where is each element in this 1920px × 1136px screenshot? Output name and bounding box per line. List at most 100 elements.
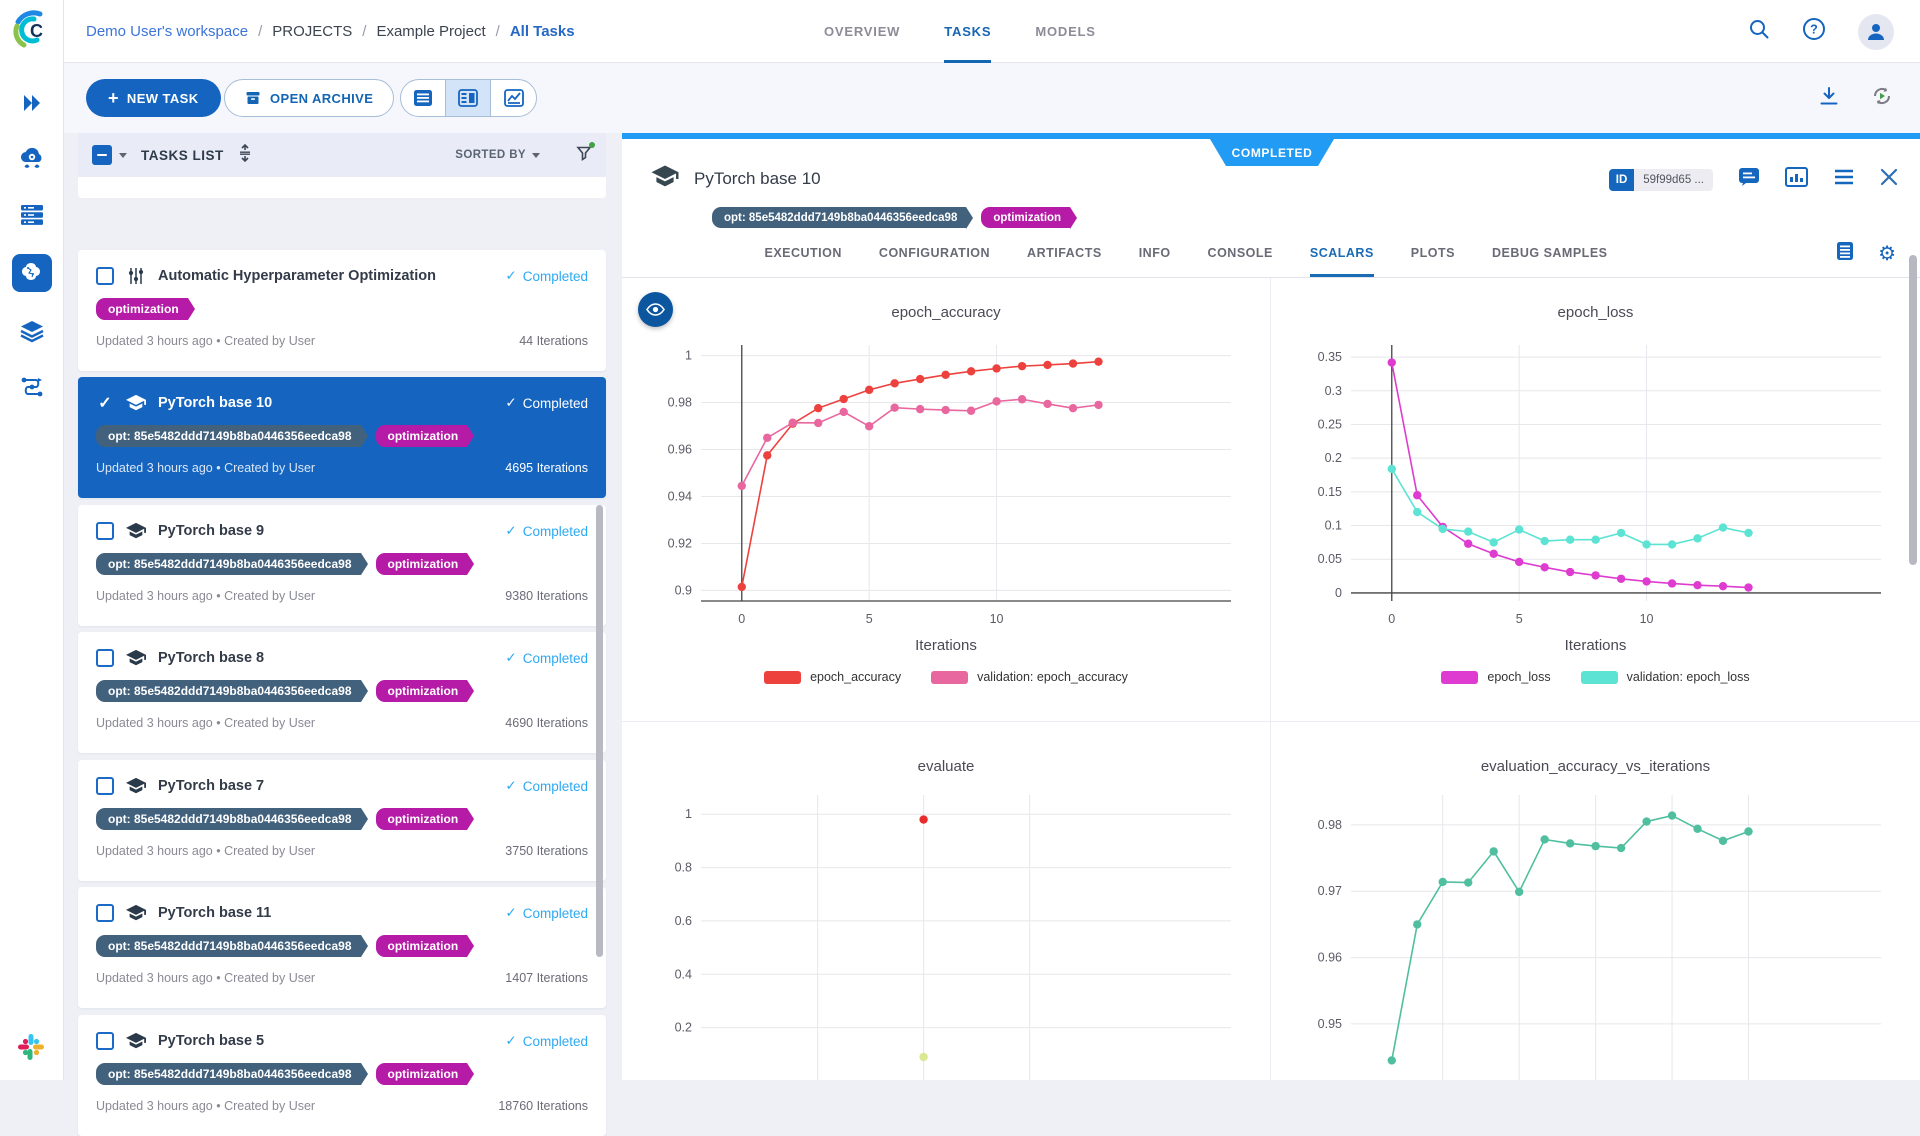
tab-configuration[interactable]: CONFIGURATION: [879, 229, 990, 277]
projects-icon[interactable]: [12, 254, 52, 292]
datasets-icon[interactable]: [12, 314, 52, 348]
task-status: ✓Completed: [505, 905, 588, 921]
tab-plots[interactable]: PLOTS: [1411, 229, 1455, 277]
task-card[interactable]: PyTorch base 8 ✓Completed opt: 85e5482dd…: [78, 632, 606, 753]
tab-models[interactable]: MODELS: [1035, 0, 1095, 63]
task-status: ✓Completed: [505, 395, 588, 411]
task-status: ✓Completed: [505, 650, 588, 666]
task-checkbox[interactable]: [96, 777, 114, 795]
main-content: TASKS LIST SORTED BY Automatic Hyperpara…: [64, 133, 1920, 1080]
epoch-loss-plot[interactable]: 00.050.10.150.20.250.30.350510: [1296, 335, 1896, 635]
help-icon[interactable]: ?: [1802, 17, 1826, 46]
legend-item[interactable]: epoch_accuracy: [764, 670, 901, 684]
tab-scalars[interactable]: SCALARS: [1310, 229, 1374, 277]
sorted-by-dropdown[interactable]: SORTED BY: [455, 149, 540, 161]
x-axis-label: Iterations: [1565, 637, 1627, 654]
select-all-caret-icon[interactable]: [119, 153, 127, 158]
legend-swatch: [1441, 671, 1478, 684]
legend-swatch: [931, 671, 968, 684]
evaluation-accuracy-plot[interactable]: 0.950.960.970.98: [1296, 789, 1896, 1080]
split-view-button[interactable]: [446, 80, 491, 116]
task-card[interactable]: PyTorch base 9 ✓Completed opt: 85e5482dd…: [78, 505, 606, 626]
preview-icon[interactable]: [1785, 167, 1808, 192]
legend-item[interactable]: epoch_loss: [1441, 670, 1550, 684]
slack-icon[interactable]: [14, 1030, 48, 1064]
detail-scrollbar[interactable]: [1909, 255, 1917, 565]
breadcrumb-projects[interactable]: PROJECTS: [272, 23, 352, 40]
actions-toolbar: + NEW TASK OPEN ARCHIVE: [64, 63, 1920, 133]
breadcrumb-separator: /: [496, 23, 500, 40]
task-card[interactable]: PyTorch base 5 ✓Completed opt: 85e5482dd…: [78, 1015, 606, 1136]
task-checkbox[interactable]: [96, 522, 114, 540]
tab-debug-samples[interactable]: DEBUG SAMPLES: [1492, 229, 1608, 277]
resize-list-icon[interactable]: [238, 144, 252, 167]
close-icon[interactable]: [1880, 168, 1898, 191]
task-checkbox[interactable]: [96, 649, 114, 667]
tab-tasks[interactable]: TASKS: [944, 0, 991, 63]
breadcrumb-workspace[interactable]: Demo User's workspace: [86, 23, 248, 40]
filter-icon[interactable]: [576, 145, 592, 166]
select-all-checkbox[interactable]: [92, 145, 112, 165]
menu-icon[interactable]: [1833, 168, 1855, 191]
task-type-icon: [125, 1030, 147, 1052]
download-icon[interactable]: [1818, 85, 1840, 112]
svg-text:0: 0: [1388, 612, 1395, 626]
svg-text:0.4: 0.4: [675, 967, 692, 981]
tasklist-scrollbar[interactable]: [596, 505, 603, 957]
task-checkbox[interactable]: [96, 904, 114, 922]
user-avatar[interactable]: [1858, 14, 1894, 50]
pipelines-icon[interactable]: [12, 370, 52, 404]
svg-text:0.35: 0.35: [1317, 350, 1341, 364]
check-icon: ✓: [505, 395, 516, 411]
task-id-chip[interactable]: ID 59f99d65 ...: [1609, 169, 1713, 191]
workers-queues-icon[interactable]: [12, 198, 52, 232]
project-tabs: OVERVIEW TASKS MODELS: [824, 0, 1096, 63]
task-iterations: 1407 Iterations: [505, 971, 588, 985]
settings-gear-icon[interactable]: ⚙: [1878, 244, 1896, 264]
selected-check-icon[interactable]: ✓: [96, 393, 114, 413]
chart-view-button[interactable]: [491, 80, 536, 116]
task-title: PyTorch base 5: [158, 1033, 264, 1049]
eye-icon[interactable]: [638, 292, 673, 327]
breadcrumb-separator: /: [362, 23, 366, 40]
task-card-selected[interactable]: ✓ PyTorch base 10 ✓Completed opt: 85e548…: [78, 377, 606, 498]
tasks-list-title: TASKS LIST: [141, 148, 224, 163]
tab-execution[interactable]: EXECUTION: [764, 229, 841, 277]
table-view-icon[interactable]: [1836, 241, 1854, 266]
tab-info[interactable]: INFO: [1139, 229, 1171, 277]
clearml-logo-icon[interactable]: C: [10, 8, 54, 52]
tab-overview[interactable]: OVERVIEW: [824, 0, 900, 63]
breadcrumb-project[interactable]: Example Project: [376, 23, 485, 40]
task-status: ✓Completed: [505, 268, 588, 284]
task-title: PyTorch base 8: [158, 650, 264, 666]
search-icon[interactable]: [1748, 18, 1770, 45]
task-checkbox[interactable]: [96, 267, 114, 285]
svg-text:0.15: 0.15: [1317, 485, 1341, 499]
tab-artifacts[interactable]: ARTIFACTS: [1027, 229, 1102, 277]
task-card[interactable]: PyTorch base 7 ✓Completed opt: 85e5482dd…: [78, 760, 606, 881]
auto-refresh-icon[interactable]: [1870, 84, 1894, 113]
comment-icon[interactable]: [1738, 167, 1760, 192]
evaluate-plot[interactable]: 0.20.40.60.81: [646, 789, 1246, 1080]
new-task-button[interactable]: + NEW TASK: [86, 79, 221, 117]
legend-item[interactable]: validation: epoch_accuracy: [931, 670, 1128, 684]
list-view-button[interactable]: [401, 80, 446, 116]
svg-text:0.2: 0.2: [1324, 451, 1341, 465]
svg-text:0.98: 0.98: [1317, 818, 1341, 832]
cloud-apps-icon[interactable]: [12, 142, 52, 176]
legend-item[interactable]: validation: epoch_loss: [1581, 670, 1750, 684]
svg-text:1: 1: [685, 349, 692, 363]
task-card[interactable]: PyTorch base 11 ✓Completed opt: 85e5482d…: [78, 887, 606, 1008]
check-icon: ✓: [505, 523, 516, 539]
open-archive-button[interactable]: OPEN ARCHIVE: [224, 79, 394, 117]
svg-text:C: C: [30, 21, 43, 41]
task-iterations: 18760 Iterations: [498, 1099, 588, 1113]
epoch-accuracy-plot[interactable]: 0.90.920.940.960.9810510: [646, 335, 1246, 635]
task-card-partial[interactable]: [78, 177, 606, 198]
tab-console[interactable]: CONSOLE: [1208, 229, 1273, 277]
svg-text:1: 1: [685, 807, 692, 821]
status-ribbon: COMPLETED: [1210, 139, 1334, 166]
task-card-hpo[interactable]: Automatic Hyperparameter Optimization ✓C…: [78, 250, 606, 371]
task-checkbox[interactable]: [96, 1032, 114, 1050]
expand-sidebar-icon[interactable]: [12, 86, 52, 120]
